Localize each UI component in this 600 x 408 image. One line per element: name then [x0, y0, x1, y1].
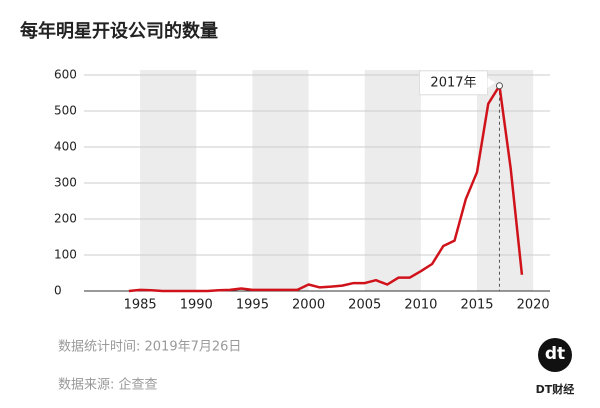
- x-tick-label: 2015: [460, 298, 493, 313]
- band: [140, 70, 197, 291]
- x-tick-label: 2010: [404, 298, 437, 313]
- plot: 0 100 200 300 400 500 600 1985 1990 1995 2000 2005 2…: [54, 68, 550, 313]
- y-tick-label: 400: [54, 140, 77, 154]
- annotation-text: 2017年: [430, 75, 476, 90]
- x-tick-label: 1995: [236, 298, 269, 313]
- line: [128, 84, 524, 293]
- x-tick-label: 2020: [517, 298, 550, 313]
- band: [252, 70, 309, 291]
- y-tick-label: 300: [54, 176, 77, 190]
- logo: [538, 338, 572, 372]
- y-tick-label: 600: [54, 68, 77, 82]
- x-tick-label: 1985: [124, 298, 157, 313]
- chart-title: 每年明星开设公司的数量: [20, 20, 218, 42]
- brand: DT财经: [536, 382, 575, 396]
- band: [364, 70, 421, 291]
- footer-date: 数据统计时间: 2019年7月26日: [58, 340, 241, 355]
- y-tick-label: 500: [54, 104, 77, 118]
- footer-source: 数据来源: 企查查: [58, 377, 158, 393]
- y-tick-label: 200: [54, 212, 77, 226]
- y-tick-label: 100: [54, 248, 77, 262]
- band: [477, 70, 534, 291]
- x-tick-label: 2000: [292, 298, 325, 313]
- x-tick-label: 1990: [180, 298, 213, 313]
- y-tick-label: 0: [54, 284, 62, 298]
- annotation-box: [418, 70, 488, 96]
- logo-text: dt: [545, 344, 565, 364]
- annotation-pointer: [487, 77, 496, 88]
- x-tick-label: 2005: [348, 298, 381, 313]
- point: [495, 82, 503, 90]
